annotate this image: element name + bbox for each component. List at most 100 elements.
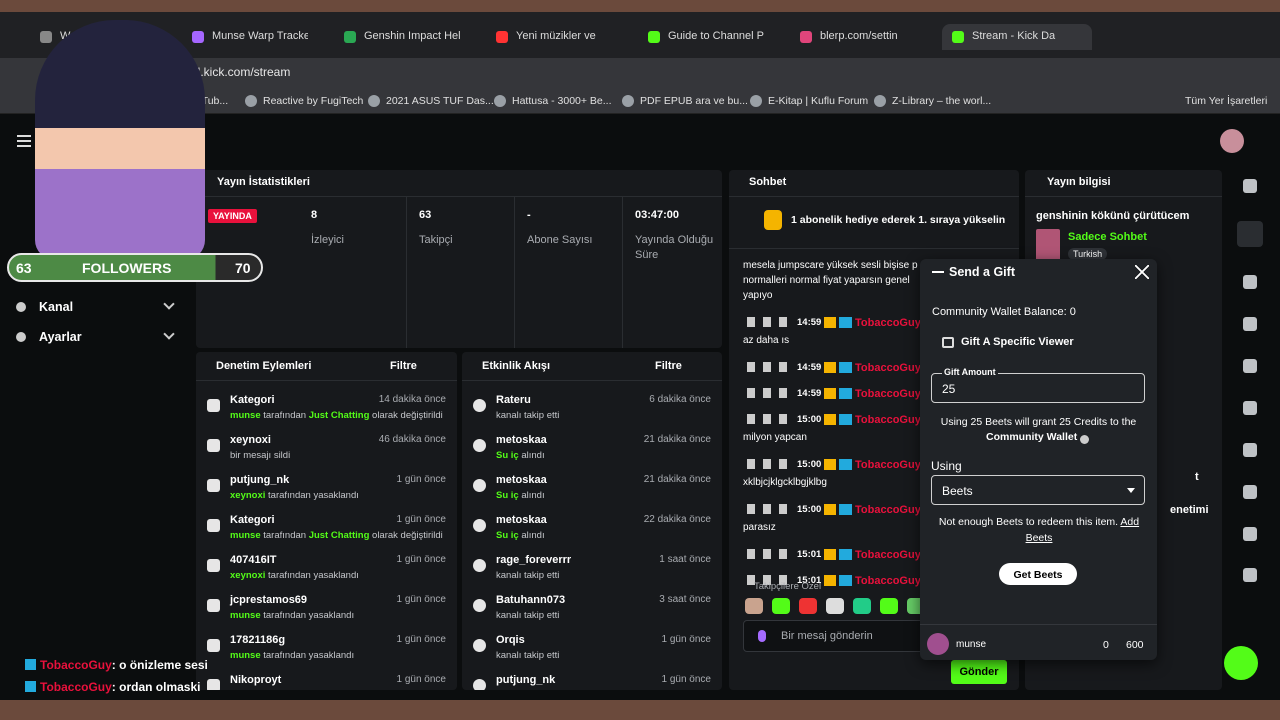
tab-favicon <box>40 31 52 43</box>
menu-icon[interactable] <box>17 135 31 137</box>
side-action[interactable] <box>1243 359 1257 373</box>
avatar[interactable] <box>1220 129 1244 153</box>
detail-text: tarafından yasaklandı <box>260 650 355 661</box>
row-name: jcprestamos69 <box>230 594 308 606</box>
filter-button[interactable]: Filtre <box>655 360 682 372</box>
side-action[interactable] <box>1243 568 1257 582</box>
browser-tab[interactable]: Guide to Channel Po <box>638 24 788 50</box>
badge-icons <box>747 504 795 514</box>
user-badges <box>824 459 852 470</box>
user-badges <box>824 317 852 328</box>
bookmark[interactable]: E-Kitap | Kuflu Forum <box>768 95 869 107</box>
emote[interactable] <box>853 598 871 614</box>
warning-text: Not enough Beets to redeem this item. Ad… <box>932 514 1146 546</box>
row-time: 1 gün önce <box>661 674 712 685</box>
url-text: ard.kick.com/stream <box>183 65 291 79</box>
msg-time: 14:59 <box>797 362 822 373</box>
bookmark-icon <box>874 95 886 107</box>
gift-specific[interactable]: Gift A Specific Viewer <box>961 336 1074 348</box>
bookmark[interactable]: Z-Library – the worl... <box>892 95 992 107</box>
row-time: 1 gün önce <box>661 634 712 645</box>
back-arrow[interactable] <box>932 271 944 273</box>
msg-text: xklbjcjklgcklbgjklbg <box>743 477 827 488</box>
bookmark-icon <box>368 95 380 107</box>
detail-text: munse <box>230 530 261 541</box>
side-action[interactable] <box>1243 443 1257 457</box>
stat-value: - <box>527 209 531 221</box>
badge-icons <box>747 549 795 559</box>
bookmark[interactable]: Hattusa - 3000+ Be... <box>512 95 612 107</box>
emote[interactable] <box>772 598 790 614</box>
placeholder: Bir mesaj gönderin <box>781 630 873 642</box>
toolbar <box>0 58 1280 88</box>
all-bookmarks[interactable]: Tüm Yer İşaretleri <box>1185 95 1268 107</box>
badge-icons <box>747 414 795 424</box>
overlay-chat-line: TobaccoGuy: ordan olmaski <box>25 680 200 694</box>
row-icon <box>473 639 486 652</box>
msg-user: TobaccoGuy: <box>855 549 925 561</box>
modal-title: Send a Gift <box>949 265 1015 279</box>
row-time: 1 gün önce <box>396 474 447 485</box>
user-badges <box>824 388 852 399</box>
emote[interactable] <box>880 598 898 614</box>
bookmark-icon <box>245 95 257 107</box>
sidebar-item[interactable]: Ayarlar <box>39 330 82 344</box>
overlay-chat-line: TobaccoGuy: o önizleme sesi <box>25 658 208 672</box>
divider <box>196 380 457 381</box>
side-action[interactable] <box>1243 179 1257 193</box>
side-action[interactable] <box>1243 527 1257 541</box>
panel-title: Sohbet <box>749 176 787 188</box>
user-badges <box>824 575 852 586</box>
browser-tab[interactable]: Munse Warp Tracker <box>182 24 332 50</box>
badge-icons <box>747 388 795 398</box>
emote[interactable] <box>799 598 817 614</box>
avatar-art <box>35 20 205 260</box>
amount-input[interactable]: Gift Amount 25 <box>931 367 1145 403</box>
emote[interactable] <box>826 598 844 614</box>
bookmark[interactable]: PDF EPUB ara ve bu... <box>640 95 748 107</box>
divider <box>462 380 722 381</box>
filter-button[interactable]: Filtre <box>390 360 417 372</box>
add-beets-link[interactable]: Add Beets <box>1025 516 1140 544</box>
help-button[interactable] <box>1224 646 1258 680</box>
row-icon <box>207 639 220 652</box>
sidebar-item[interactable]: Kanal <box>39 300 74 314</box>
overlay-text: : ordan olmaski <box>111 680 201 694</box>
side-action[interactable] <box>1237 221 1263 247</box>
side-action[interactable] <box>1243 275 1257 289</box>
browser-tab[interactable]: Genshin Impact Help <box>334 24 484 50</box>
browser-tab[interactable]: Yeni müzikler ve <box>486 24 636 50</box>
send-button[interactable]: Gönder <box>951 660 1007 684</box>
user-badges <box>824 414 852 425</box>
tab-title: Munse Warp Tracker <box>212 30 308 42</box>
row-name: 407416IT <box>230 554 277 566</box>
tab-title: Stream - Kick Da <box>972 30 1056 42</box>
side-action[interactable] <box>1243 401 1257 415</box>
amount-value: 25 <box>942 382 956 396</box>
side-action[interactable] <box>1243 317 1257 331</box>
category[interactable]: Sadece Sohbet <box>1068 231 1147 243</box>
browser-tab[interactable]: blerp.com/settin <box>790 24 940 50</box>
msg-user: TobaccoGuy: <box>855 317 925 329</box>
row-detail: xeynoxi tarafından yasaklandı <box>230 490 359 501</box>
row-name: rage_foreverrr <box>496 554 572 566</box>
close-button[interactable] <box>1135 265 1149 279</box>
detail-text: tarafından yasaklandı <box>260 610 355 621</box>
emote[interactable] <box>745 598 763 614</box>
row-time: 21 dakika önce <box>643 434 711 445</box>
badge-icons <box>747 459 795 469</box>
detail-text: xeynoxi <box>230 570 266 581</box>
bookmark[interactable]: 2021 ASUS TUF Das... <box>386 95 494 107</box>
msg-time: 15:01 <box>797 549 822 560</box>
msg-user: TobaccoGuy: <box>855 504 925 516</box>
msg-user: TobaccoGuy: <box>855 388 925 400</box>
row-time: 3 saat önce <box>659 594 711 605</box>
get-beets-button[interactable]: Get Beets <box>999 563 1077 585</box>
browser-tab[interactable]: Stream - Kick Da <box>942 24 1092 50</box>
currency-value: Beets <box>942 484 973 498</box>
msg-text: mesela jumpscare yüksek sesli bişise p <box>743 260 918 271</box>
currency-select[interactable]: Beets <box>931 475 1145 505</box>
side-action[interactable] <box>1243 485 1257 499</box>
bookmark[interactable]: Reactive by FugiTech <box>263 95 364 107</box>
sidebar-icon <box>16 332 26 342</box>
